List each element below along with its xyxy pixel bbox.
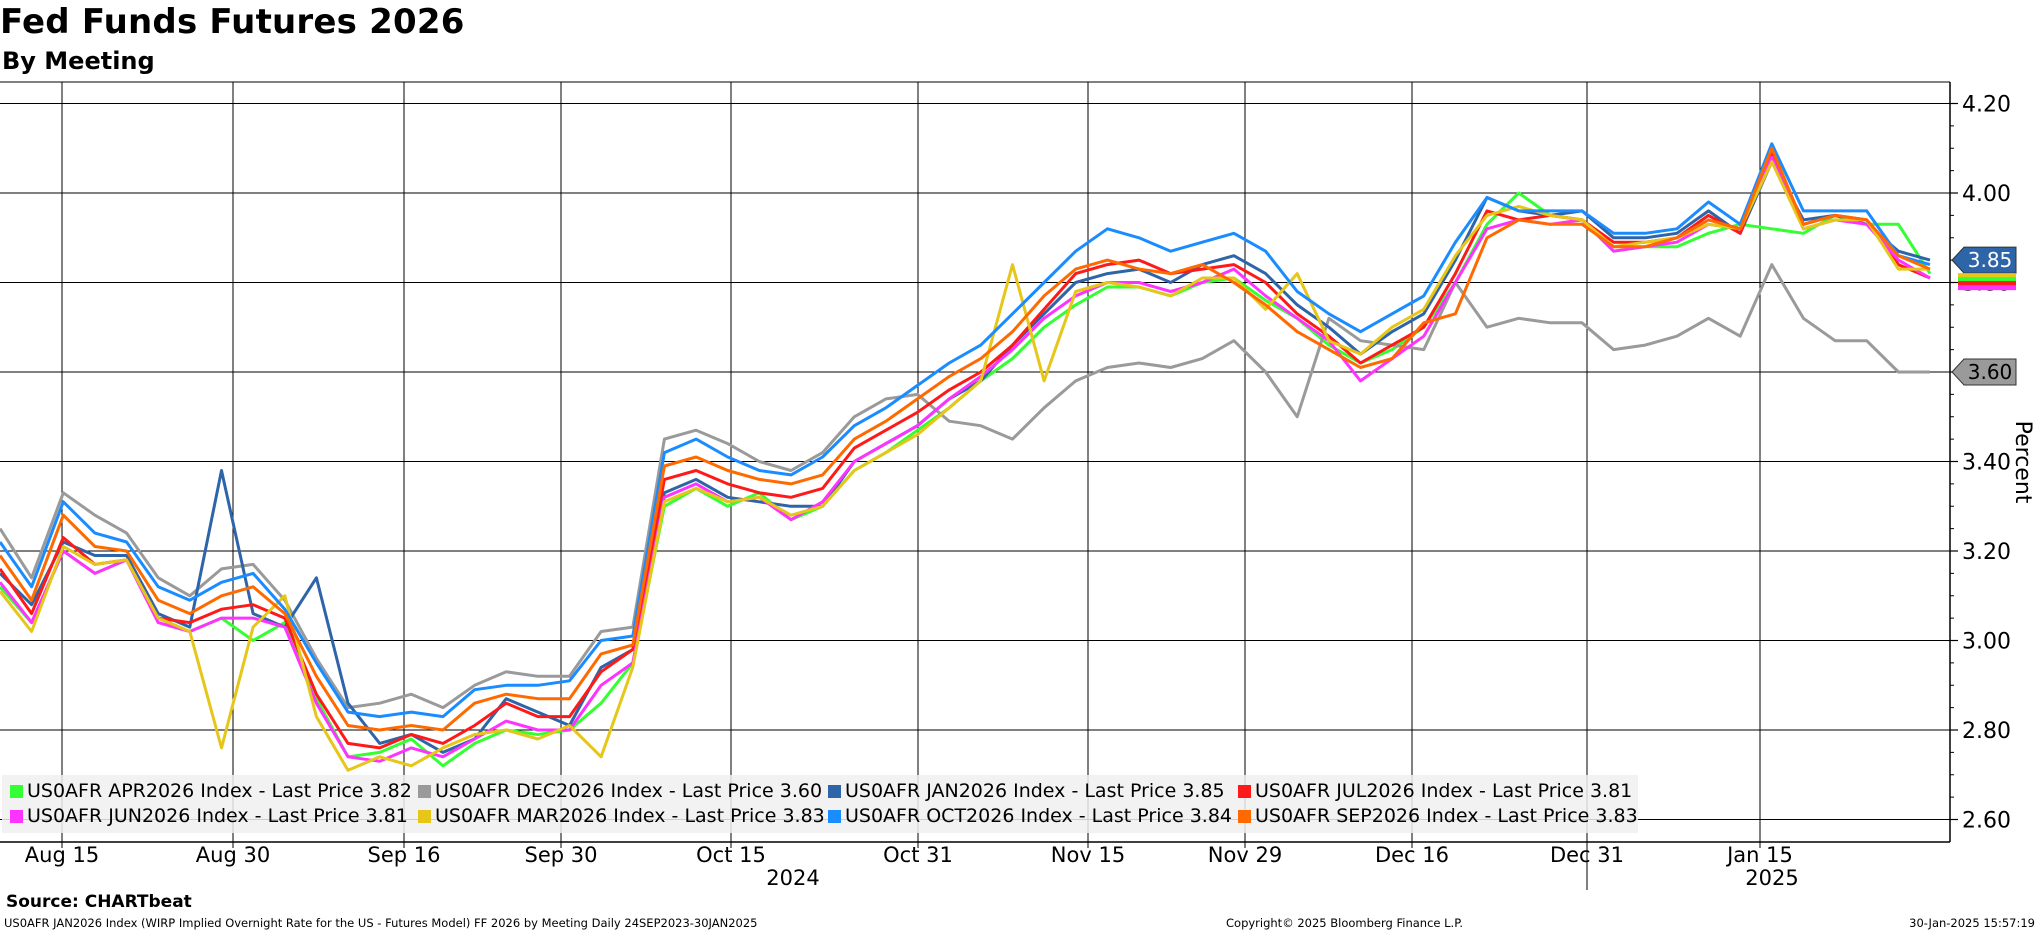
series-line-sep2026 — [0, 146, 1931, 732]
series-line-jan2026 — [0, 160, 1931, 754]
y-tick-label: 2.80 — [1962, 719, 2011, 744]
series-line-apr2026 — [0, 191, 1932, 768]
y-axis-label: Percent — [2010, 421, 2035, 504]
stacked-tag — [1958, 281, 2016, 287]
chart-title: Fed Funds Futures 2026 — [0, 2, 465, 42]
legend-label: US0AFR JUL2026 Index - Last Price 3.81 — [1255, 780, 1633, 802]
legend-item: US0AFR OCT2026 Index - Last Price 3.84 — [828, 804, 1232, 828]
legend-item: US0AFR DEC2026 Index - Last Price 3.60 — [418, 779, 822, 803]
year-label: 2024 — [766, 866, 819, 890]
series-line-jun2026 — [0, 155, 1931, 763]
year-label: 2025 — [1745, 866, 1798, 890]
y-tick-label: 3.40 — [1962, 451, 2011, 476]
legend-swatch — [1238, 785, 1251, 798]
chart-subtitle: By Meeting — [2, 47, 155, 75]
stacked-tag — [1958, 273, 2016, 279]
source-label: Source: CHARTbeat — [6, 892, 192, 912]
stacked-tag — [1958, 277, 2016, 283]
copyright: Copyright© 2025 Bloomberg Finance L.P. — [1226, 916, 1463, 930]
y-tick-label: 2.60 — [1962, 809, 2011, 834]
legend-item: US0AFR JUL2026 Index - Last Price 3.81 — [1238, 779, 1632, 803]
legend-label: US0AFR SEP2026 Index - Last Price 3.83 — [1255, 805, 1638, 827]
series-lines — [0, 142, 1932, 772]
y-tick-label: 4.00 — [1962, 182, 2011, 207]
x-tick-label: Aug 15 — [25, 843, 99, 867]
legend-label: US0AFR MAR2026 Index - Last Price 3.83 — [435, 805, 825, 827]
last-value-tag: 3.85 — [1951, 246, 2017, 274]
series-line-jul2026 — [0, 151, 1931, 750]
x-tick-label: Dec 16 — [1375, 843, 1449, 867]
x-tick-label: Jan 15 — [1725, 843, 1793, 867]
legend-label: US0AFR OCT2026 Index - Last Price 3.84 — [845, 805, 1232, 827]
series-description: US0AFR JAN2026 Index (WIRP Implied Overn… — [4, 916, 758, 930]
x-tick-label: Oct 15 — [696, 843, 766, 867]
legend: US0AFR APR2026 Index - Last Price 3.82 US… — [2, 775, 1638, 833]
y-tick-label: 3.20 — [1962, 540, 2011, 565]
stacked-tag — [1958, 285, 2016, 291]
y-tick-label: 3.00 — [1962, 630, 2011, 655]
series-line-dec2026 — [0, 263, 1930, 710]
legend-swatch — [10, 785, 23, 798]
legend-swatch — [10, 810, 23, 823]
legend-swatch — [418, 785, 431, 798]
legend-item: US0AFR SEP2026 Index - Last Price 3.83 — [1238, 804, 1638, 828]
x-tick-label: Oct 31 — [883, 843, 953, 867]
legend-item: US0AFR JAN2026 Index - Last Price 3.85 — [828, 779, 1225, 803]
x-tick-label: Nov 15 — [1051, 843, 1125, 867]
last-value-tag-label: 3.60 — [1968, 360, 2013, 384]
axes: 4.204.003.803.603.403.203.002.802.60Aug … — [0, 81, 2035, 890]
legend-swatch — [828, 785, 841, 798]
x-tick-label: Aug 30 — [196, 843, 270, 867]
legend-swatch — [418, 810, 431, 823]
legend-label: US0AFR DEC2026 Index - Last Price 3.60 — [435, 780, 823, 802]
legend-swatch — [828, 810, 841, 823]
legend-label: US0AFR APR2026 Index - Last Price 3.82 — [27, 780, 412, 802]
legend-label: US0AFR JUN2026 Index - Last Price 3.81 — [27, 805, 408, 827]
y-tick-label: 4.20 — [1962, 93, 2011, 118]
x-tick-label: Sep 16 — [368, 843, 441, 867]
series-line-oct2026 — [0, 142, 1931, 719]
legend-item: US0AFR JUN2026 Index - Last Price 3.81 — [10, 804, 408, 828]
series-line-mar2026 — [0, 160, 1930, 772]
last-value-tag-box — [1951, 246, 2017, 274]
x-tick-label: Sep 30 — [525, 843, 598, 867]
timestamp: 30-Jan-2025 15:57:19 — [1909, 916, 2035, 930]
legend-item: US0AFR MAR2026 Index - Last Price 3.83 — [418, 804, 825, 828]
legend-item: US0AFR APR2026 Index - Last Price 3.82 — [10, 779, 412, 803]
legend-label: US0AFR JAN2026 Index - Last Price 3.85 — [845, 780, 1225, 802]
last-value-tag-box — [1951, 358, 2017, 386]
last-value-tag: 3.60 — [1951, 358, 2017, 386]
x-tick-label: Nov 29 — [1208, 843, 1282, 867]
legend-swatch — [1238, 810, 1251, 823]
last-value-tag-label: 3.85 — [1968, 248, 2013, 272]
grid-lines — [0, 82, 1950, 842]
